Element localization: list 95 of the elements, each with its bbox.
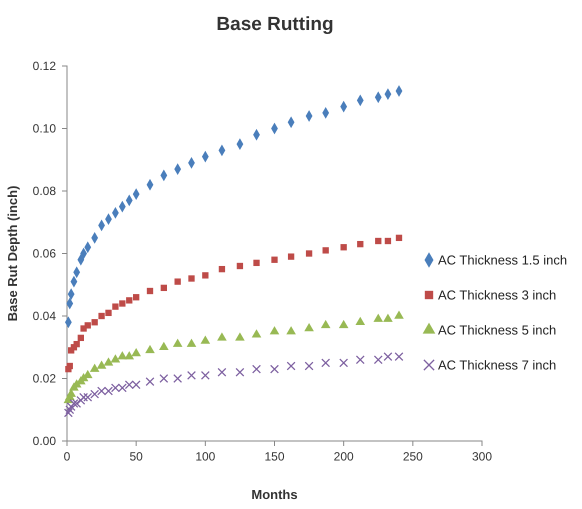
point	[304, 362, 314, 370]
x-axis-title: Months	[251, 487, 298, 502]
point	[356, 355, 365, 364]
point	[66, 402, 76, 412]
point	[373, 314, 384, 322]
legend-label: AC Thickness 7 inch	[438, 358, 556, 372]
point	[374, 355, 383, 364]
point	[126, 297, 132, 304]
point	[84, 322, 91, 329]
y-tick-label: 0.12	[32, 58, 56, 73]
point	[124, 351, 134, 360]
x-tick-label: 300	[472, 450, 492, 464]
point	[172, 338, 182, 347]
point	[252, 329, 262, 338]
point	[218, 266, 226, 272]
point	[159, 342, 169, 350]
y-tick-label: 0.06	[32, 246, 56, 260]
point	[110, 354, 120, 363]
point	[187, 370, 196, 380]
point	[286, 362, 296, 370]
point	[90, 364, 100, 372]
y-tick-label: 0.00	[32, 434, 56, 448]
y-axis-title: Base Rut Depth (inch)	[5, 186, 20, 322]
point	[131, 348, 141, 356]
point	[66, 362, 73, 370]
point	[384, 238, 392, 244]
point	[235, 368, 244, 377]
point	[340, 244, 347, 250]
point	[321, 358, 330, 368]
point	[355, 316, 366, 326]
point	[98, 312, 105, 320]
point	[202, 272, 208, 279]
point	[105, 310, 112, 316]
y-tick-label: 0.02	[32, 371, 56, 386]
point	[78, 334, 84, 342]
point	[159, 374, 168, 383]
point	[96, 360, 106, 369]
point	[79, 392, 88, 402]
point	[235, 332, 245, 341]
point	[133, 294, 140, 300]
legend-label: AC Thickness 1.5 inch	[438, 252, 568, 268]
point	[173, 374, 182, 383]
point	[322, 247, 329, 254]
point	[383, 352, 392, 362]
point	[270, 364, 279, 374]
x-tick-label: 50	[129, 450, 144, 464]
point	[396, 234, 402, 242]
chart-title: Base Rutting	[216, 14, 334, 35]
point	[288, 253, 294, 260]
point	[304, 322, 314, 332]
point	[118, 351, 128, 360]
point	[112, 303, 119, 310]
point	[72, 399, 82, 408]
legend-label: AC Thickness 3 inch	[438, 288, 556, 302]
point	[174, 278, 181, 285]
point	[217, 332, 227, 341]
point	[200, 335, 210, 344]
point	[92, 319, 98, 326]
point	[188, 275, 195, 282]
point	[383, 314, 393, 322]
x-tick-label: 100	[195, 450, 216, 464]
y-tick-label: 0.10	[32, 121, 56, 136]
y-tick-label: 0.08	[32, 184, 56, 198]
point	[252, 364, 261, 374]
legend-label: AC Thickness 5 inch	[438, 322, 556, 338]
point	[146, 288, 154, 294]
point	[375, 238, 382, 244]
point	[253, 260, 260, 266]
point	[357, 240, 364, 248]
x-tick-label: 200	[334, 450, 354, 464]
point	[146, 377, 154, 386]
point	[186, 338, 196, 347]
point	[217, 368, 226, 377]
point	[200, 370, 210, 380]
x-tick-label: 250	[402, 450, 424, 464]
point	[270, 326, 280, 334]
point	[271, 256, 278, 263]
x-tick-label: 150	[264, 450, 285, 464]
point	[119, 300, 126, 307]
y-tick-label: 0.04	[32, 308, 56, 323]
point	[394, 352, 404, 362]
point	[338, 320, 348, 328]
point	[145, 344, 155, 354]
point	[394, 310, 404, 319]
point	[65, 405, 74, 414]
point	[64, 408, 73, 418]
x-tick-label: 0	[64, 450, 71, 464]
point	[286, 326, 296, 334]
point	[104, 357, 114, 366]
point	[306, 250, 312, 257]
point	[160, 284, 167, 292]
point	[236, 262, 244, 270]
point	[320, 320, 330, 328]
point	[339, 358, 348, 368]
point	[74, 340, 80, 348]
